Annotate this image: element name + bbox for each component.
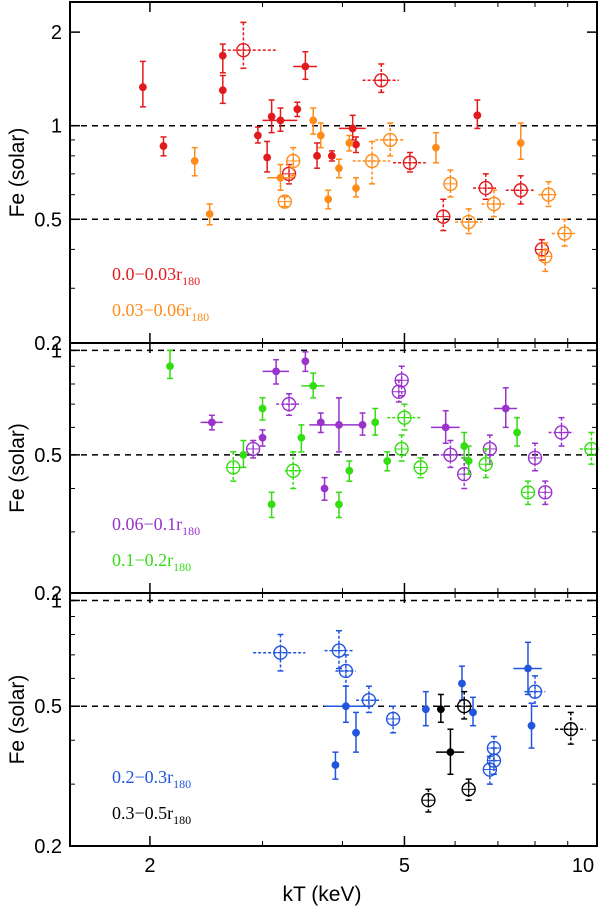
data-point xyxy=(469,708,477,717)
data-point xyxy=(327,151,336,160)
x-tick-label: 5 xyxy=(399,855,410,877)
data-point xyxy=(352,728,360,737)
data-point xyxy=(267,500,276,509)
data-point xyxy=(352,140,360,149)
data-point xyxy=(473,111,482,120)
data-point xyxy=(320,484,329,493)
y-tick-label: 1 xyxy=(51,590,62,612)
data-point xyxy=(138,83,147,92)
legend-entry: 0.2−0.3r180 xyxy=(112,767,191,791)
data-point xyxy=(218,86,227,95)
legend-entry: 0.0−0.03r180 xyxy=(112,264,200,288)
data-point xyxy=(436,705,445,714)
data-point xyxy=(276,116,285,125)
data-point xyxy=(239,450,248,459)
data-point xyxy=(371,418,380,427)
data-point xyxy=(316,131,325,140)
data-point xyxy=(441,423,450,432)
data-point xyxy=(501,404,510,413)
series-0.1−0.2r180 xyxy=(166,349,600,519)
data-point xyxy=(316,418,325,427)
data-point xyxy=(516,139,525,147)
x-axis-label: kT (keV) xyxy=(283,883,362,906)
data-point xyxy=(348,124,357,133)
data-point xyxy=(166,362,174,371)
data-point xyxy=(458,679,466,688)
data-point xyxy=(446,748,455,757)
data-point xyxy=(358,420,367,429)
panel-bottom: 0.2 0.5 1 Fe (solar) 0.2−0.3r180 0.3−0.5r180 xyxy=(6,590,598,858)
data-point xyxy=(335,164,343,173)
data-point xyxy=(313,151,321,160)
data-point xyxy=(267,112,276,121)
legend-entry: 0.06−0.1r180 xyxy=(112,514,200,538)
data-point xyxy=(352,184,360,192)
y-tick-label: 1 xyxy=(51,116,62,138)
data-point xyxy=(432,143,440,152)
y-tick-label: 0.2 xyxy=(34,836,62,858)
series-0.0−0.03r180 xyxy=(138,21,550,261)
data-point xyxy=(524,664,532,673)
data-point xyxy=(464,457,473,465)
legend-entry: 0.3−0.5r180 xyxy=(112,803,191,827)
data-point xyxy=(258,404,267,413)
data-point xyxy=(309,116,318,125)
y-tick-label: 0.5 xyxy=(34,445,62,467)
x-tick-label: 2 xyxy=(144,855,155,877)
data-point xyxy=(159,142,168,150)
data-point xyxy=(218,51,227,60)
data-point xyxy=(342,702,350,711)
y-tick-label: 0.2 xyxy=(34,333,62,355)
data-point xyxy=(301,357,310,366)
series-0.3−0.5r180 xyxy=(421,690,586,813)
y-tick-label: 0.5 xyxy=(34,696,62,718)
y-tick-label: 0.2 xyxy=(34,583,62,605)
data-point xyxy=(301,62,310,71)
data-point xyxy=(345,139,354,147)
data-point xyxy=(345,466,354,475)
y-tick-label: 1 xyxy=(51,340,62,362)
panel-middle: 0.2 0.5 1 Fe (solar) 0.06−0.1r180 0.1−0.2r180 xyxy=(6,340,600,605)
x-axis-ticks: 2 5 10 xyxy=(144,855,594,877)
data-point xyxy=(335,500,343,509)
data-point xyxy=(258,433,267,442)
data-point xyxy=(324,195,333,204)
legend-entry: 0.03−0.06r180 xyxy=(112,300,209,324)
y-tick-label: 0.5 xyxy=(34,209,62,231)
legend-entry: 0.1−0.2r180 xyxy=(112,550,191,574)
data-point xyxy=(205,210,214,218)
y-axis-label: Fe (solar) xyxy=(6,675,29,765)
series-0.06−0.1r180 xyxy=(200,351,574,506)
panel-frame xyxy=(69,1,598,344)
data-point xyxy=(309,381,318,390)
y-tick-label: 2 xyxy=(51,22,62,44)
data-point xyxy=(383,457,392,465)
series-0.03−0.06r180 xyxy=(190,107,577,273)
data-point xyxy=(293,105,302,114)
data-point xyxy=(263,153,272,162)
data-point xyxy=(335,420,343,429)
panel-frame xyxy=(69,592,598,847)
data-point xyxy=(331,761,340,769)
data-point xyxy=(421,705,430,714)
data-point xyxy=(297,433,306,442)
panel-top: 0.2 0.5 1 2 Fe (solar) 0.0−0.03r180 0.03−0.06r… xyxy=(6,1,598,355)
y-axis-label: Fe (solar) xyxy=(6,423,29,513)
data-point xyxy=(253,131,262,140)
data-point xyxy=(513,428,521,437)
x-tick-label: 10 xyxy=(572,855,594,877)
series-0.2−0.3r180 xyxy=(253,629,546,785)
data-point xyxy=(272,367,281,376)
data-point xyxy=(208,418,216,427)
data-point xyxy=(527,721,536,730)
y-axis-label: Fe (solar) xyxy=(6,128,29,218)
data-point xyxy=(190,157,199,165)
data-point xyxy=(276,173,285,182)
